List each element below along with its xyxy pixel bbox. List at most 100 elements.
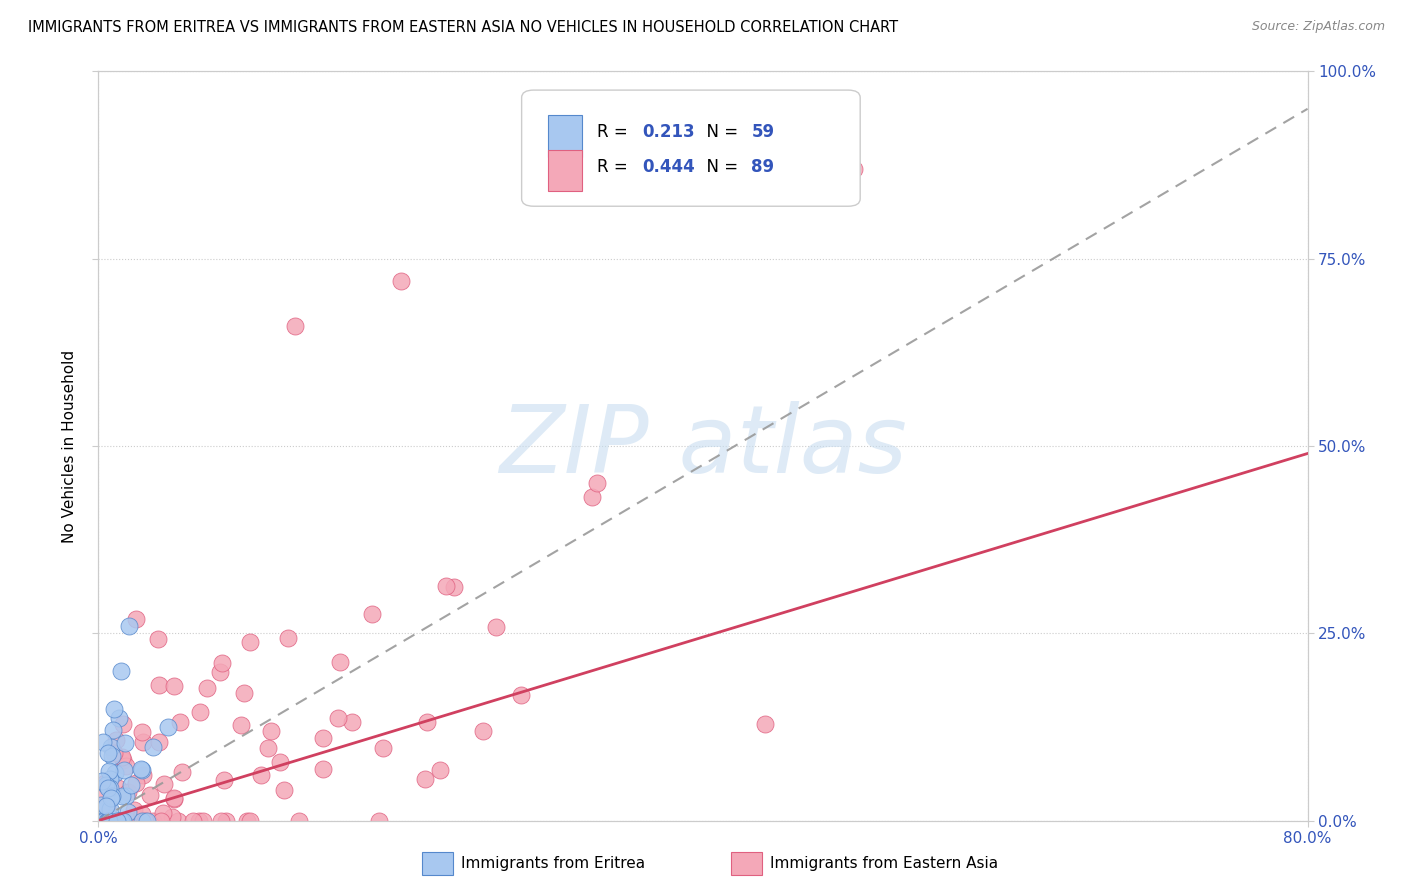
Point xyxy=(96,814,118,828)
Point xyxy=(166,814,188,828)
Point xyxy=(169,714,191,729)
Point xyxy=(260,723,283,738)
Point xyxy=(191,814,214,828)
Point xyxy=(93,814,115,828)
Point xyxy=(111,814,134,828)
Point xyxy=(208,665,231,680)
Point xyxy=(96,778,118,792)
Point xyxy=(108,814,131,828)
Text: R =: R = xyxy=(596,158,633,176)
Point xyxy=(110,664,132,678)
Point xyxy=(844,161,866,176)
Point xyxy=(188,705,211,719)
Point xyxy=(90,814,112,828)
Point xyxy=(117,805,139,819)
Point xyxy=(156,720,179,734)
Point xyxy=(416,714,439,729)
Point xyxy=(89,814,111,828)
Point xyxy=(101,814,124,828)
Point xyxy=(231,718,253,732)
Point xyxy=(91,774,114,789)
Point xyxy=(181,814,204,828)
Text: R =: R = xyxy=(596,123,633,141)
Point xyxy=(148,734,170,748)
Point xyxy=(471,724,494,739)
Point xyxy=(100,814,122,828)
Point xyxy=(117,814,139,828)
Point xyxy=(107,814,129,828)
Point xyxy=(112,763,135,777)
Point xyxy=(91,735,114,749)
Point xyxy=(96,814,118,828)
Point xyxy=(98,772,121,786)
Text: ZIP atlas: ZIP atlas xyxy=(499,401,907,491)
Point xyxy=(98,802,121,816)
Point xyxy=(152,806,174,821)
Point xyxy=(94,798,117,813)
Point xyxy=(93,814,115,828)
Point xyxy=(277,631,299,645)
Point xyxy=(131,762,153,776)
Point xyxy=(284,319,307,334)
Point xyxy=(326,711,349,725)
Text: IMMIGRANTS FROM ERITREA VS IMMIGRANTS FROM EASTERN ASIA NO VEHICLES IN HOUSEHOLD: IMMIGRANTS FROM ERITREA VS IMMIGRANTS FR… xyxy=(28,20,898,35)
Point xyxy=(239,814,262,828)
Point xyxy=(97,814,120,828)
Point xyxy=(90,814,112,828)
Point xyxy=(485,620,508,634)
Point xyxy=(125,776,148,790)
Text: 0.444: 0.444 xyxy=(643,158,696,176)
Point xyxy=(101,723,124,737)
Point xyxy=(98,764,121,778)
Point xyxy=(146,632,169,646)
Point xyxy=(98,780,121,795)
Point xyxy=(209,814,232,828)
FancyBboxPatch shape xyxy=(548,150,582,191)
Point xyxy=(87,814,110,828)
Point xyxy=(142,740,165,755)
Point xyxy=(93,814,115,828)
Point xyxy=(436,579,458,593)
Point xyxy=(111,750,134,764)
Point xyxy=(97,814,120,828)
Point xyxy=(97,781,120,796)
Point xyxy=(367,814,389,828)
Point xyxy=(214,772,236,787)
Point xyxy=(89,804,111,818)
Point xyxy=(163,680,186,694)
Point xyxy=(118,814,141,828)
FancyBboxPatch shape xyxy=(548,115,582,157)
Point xyxy=(107,814,129,828)
Point xyxy=(754,717,776,731)
Point xyxy=(131,763,153,777)
Point xyxy=(89,814,111,828)
Point xyxy=(132,735,155,749)
Point xyxy=(111,753,134,767)
Point xyxy=(91,814,114,828)
Point xyxy=(91,814,114,828)
Point xyxy=(443,580,465,594)
Point xyxy=(114,735,136,749)
Point xyxy=(104,733,127,747)
Point xyxy=(110,814,132,828)
Point xyxy=(163,791,186,805)
Point xyxy=(236,814,259,828)
Point xyxy=(273,782,295,797)
Text: N =: N = xyxy=(696,123,744,141)
Point xyxy=(107,780,129,795)
Point xyxy=(131,768,153,782)
Point xyxy=(91,814,114,828)
Point xyxy=(312,762,335,776)
Point xyxy=(581,490,603,504)
FancyBboxPatch shape xyxy=(522,90,860,206)
Point xyxy=(125,612,148,626)
Point xyxy=(96,799,118,814)
Point xyxy=(93,776,115,790)
Point xyxy=(148,678,170,692)
Point xyxy=(100,791,122,805)
Text: N =: N = xyxy=(696,158,744,176)
Point xyxy=(211,657,233,671)
Point xyxy=(312,731,335,745)
Text: Immigrants from Eastern Asia: Immigrants from Eastern Asia xyxy=(770,856,998,871)
Point xyxy=(413,772,436,787)
